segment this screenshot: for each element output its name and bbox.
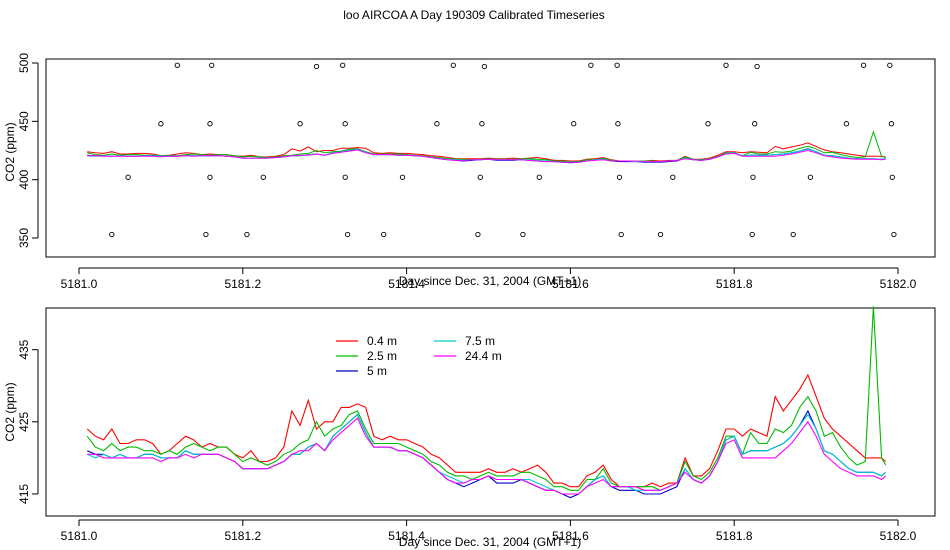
bottom-y-axis-label: CO2 (ppm) (3, 382, 17, 441)
x-tick-label: 5181.2 (224, 529, 261, 543)
top-axes: 5181.0 5181.2 5181.4 5181.6 5181.8 5182.0 350 4… (17, 53, 917, 291)
x-tick-label: 5181.8 (716, 529, 753, 543)
series-line-24-4-m (87, 417, 887, 495)
top-x-axis-label: Day since Dec. 31, 2004 (GMT+1) (399, 274, 581, 288)
x-tick-label: 5182.0 (880, 529, 917, 543)
series-line-0-4-m (86, 373, 887, 488)
x-tick-label: 5181.0 (61, 277, 98, 291)
scatter-point (807, 174, 814, 180)
scatter-point (588, 62, 594, 68)
scatter-point (207, 174, 213, 180)
top-plot-frame (45, 58, 936, 258)
bottom-panel: 5181.0 5181.2 5181.4 5181.6 5181.8 5182.0 415 4… (3, 306, 936, 549)
y-tick-label: 500 (17, 53, 31, 73)
legend-label: 0.4 m (367, 334, 397, 348)
y-tick-label: 450 (17, 111, 31, 131)
scatter-point (520, 231, 526, 238)
scatter-point (705, 121, 711, 127)
scatter-point (657, 231, 664, 238)
scatter-point (887, 62, 893, 68)
scatter-point (614, 62, 620, 68)
bottom-series-lines (86, 306, 887, 499)
legend-label: 24.4 m (465, 349, 502, 363)
bottom-x-axis-label: Day since Dec. 31, 2004 (GMT+1) (399, 535, 581, 549)
x-tick-label: 5181.4 (388, 277, 425, 291)
top-panel: 5181.0 5181.2 5181.4 5181.6 5181.8 5182.0 350 4… (3, 53, 936, 291)
x-tick-label: 5181.6 (552, 529, 589, 543)
scatter-point (618, 231, 624, 238)
legend-label: 7.5 m (465, 334, 495, 348)
scatter-point (571, 121, 577, 127)
legend-label: 2.5 m (367, 349, 397, 363)
scatter-point (754, 63, 760, 70)
scatter-point (750, 174, 756, 180)
scatter-point (313, 63, 320, 70)
x-tick-label: 5181.2 (224, 277, 261, 291)
scatter-point (752, 121, 758, 127)
scatter-point (125, 174, 131, 180)
scatter-point (891, 231, 897, 238)
scatter-point (260, 174, 266, 180)
series-line-2-5-m (86, 306, 887, 491)
y-tick-label: 425 (17, 411, 31, 431)
legend: 0.4 m2.5 m5 m 7.5 m24.4 m (336, 334, 502, 378)
scatter-point (616, 174, 623, 180)
scatter-point (342, 174, 348, 180)
scatter-point (860, 62, 867, 68)
x-tick-label: 5181.6 (552, 277, 589, 291)
x-tick-label: 5182.0 (880, 277, 917, 291)
top-y-axis-label: CO2 (ppm) (3, 122, 17, 181)
scatter-point (475, 231, 481, 238)
scatter-point (615, 121, 621, 127)
scatter-point (434, 121, 440, 127)
top-scatter-points (109, 62, 897, 238)
scatter-point (342, 121, 348, 127)
y-tick-label: 400 (17, 169, 31, 189)
scatter-point (479, 121, 485, 127)
bottom-plot-frame (45, 307, 936, 517)
scatter-point (749, 231, 755, 238)
scatter-point (209, 62, 215, 68)
scatter-point (481, 63, 488, 70)
scatter-point (723, 62, 729, 68)
x-tick-label: 5181.8 (716, 277, 753, 291)
scatter-point (381, 231, 387, 238)
scatter-point (843, 121, 850, 127)
scatter-point (450, 62, 456, 68)
scatter-point (109, 231, 115, 238)
top-series-line-24-4-m (87, 149, 886, 163)
scatter-point (174, 62, 180, 68)
scatter-point (340, 62, 346, 68)
top-series-lines (87, 130, 886, 164)
x-tick-label: 5181.4 (388, 529, 425, 543)
scatter-point (344, 231, 351, 238)
scatter-point (297, 121, 303, 127)
scatter-point (477, 174, 483, 180)
x-tick-label: 5181.0 (61, 529, 98, 543)
scatter-point (889, 174, 895, 180)
scatter-point (888, 121, 895, 127)
top-series-line-0-4-m (87, 142, 886, 162)
y-tick-label: 350 (17, 228, 31, 248)
bottom-axes: 5181.0 5181.2 5181.4 5181.6 5181.8 5182.0 415 4… (17, 339, 917, 543)
scatter-point (536, 174, 542, 180)
scatter-point (670, 174, 676, 180)
y-tick-label: 415 (17, 484, 31, 504)
scatter-point (244, 231, 250, 238)
legend-label: 5 m (367, 364, 387, 378)
scatter-point (399, 174, 406, 180)
scatter-point (207, 121, 213, 127)
scatter-point (158, 121, 164, 127)
y-tick-label: 435 (17, 339, 31, 359)
scatter-point (203, 231, 209, 238)
figure-title: loo AIRCOA A Day 190309 Calibrated Times… (343, 8, 604, 22)
top-series-line-2-5-m (87, 130, 886, 163)
scatter-point (790, 231, 796, 238)
